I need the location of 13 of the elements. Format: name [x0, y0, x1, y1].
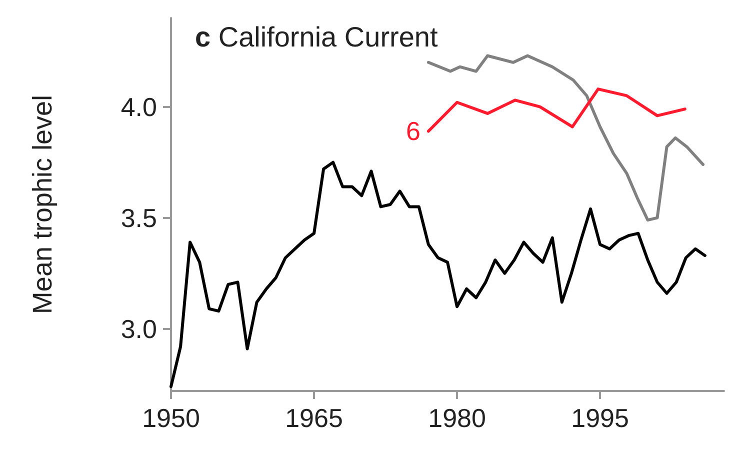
y-tick-label: 3.0	[120, 314, 157, 344]
chart-title: c California Current	[195, 22, 438, 52]
x-tick-label: 1995	[571, 403, 629, 433]
x-tick-label: 1965	[285, 403, 343, 433]
line-series	[170, 160, 706, 388]
line-series	[426, 54, 705, 222]
y-tick-label: 4.0	[120, 92, 157, 122]
y-tick-label: 3.5	[120, 202, 157, 233]
x-tick-label: 1980	[428, 403, 486, 433]
line-series	[426, 88, 686, 133]
annotation: 6	[406, 116, 420, 146]
y-axis-title: Mean trophic level	[28, 94, 58, 314]
x-tick-label: 1950	[142, 403, 200, 433]
